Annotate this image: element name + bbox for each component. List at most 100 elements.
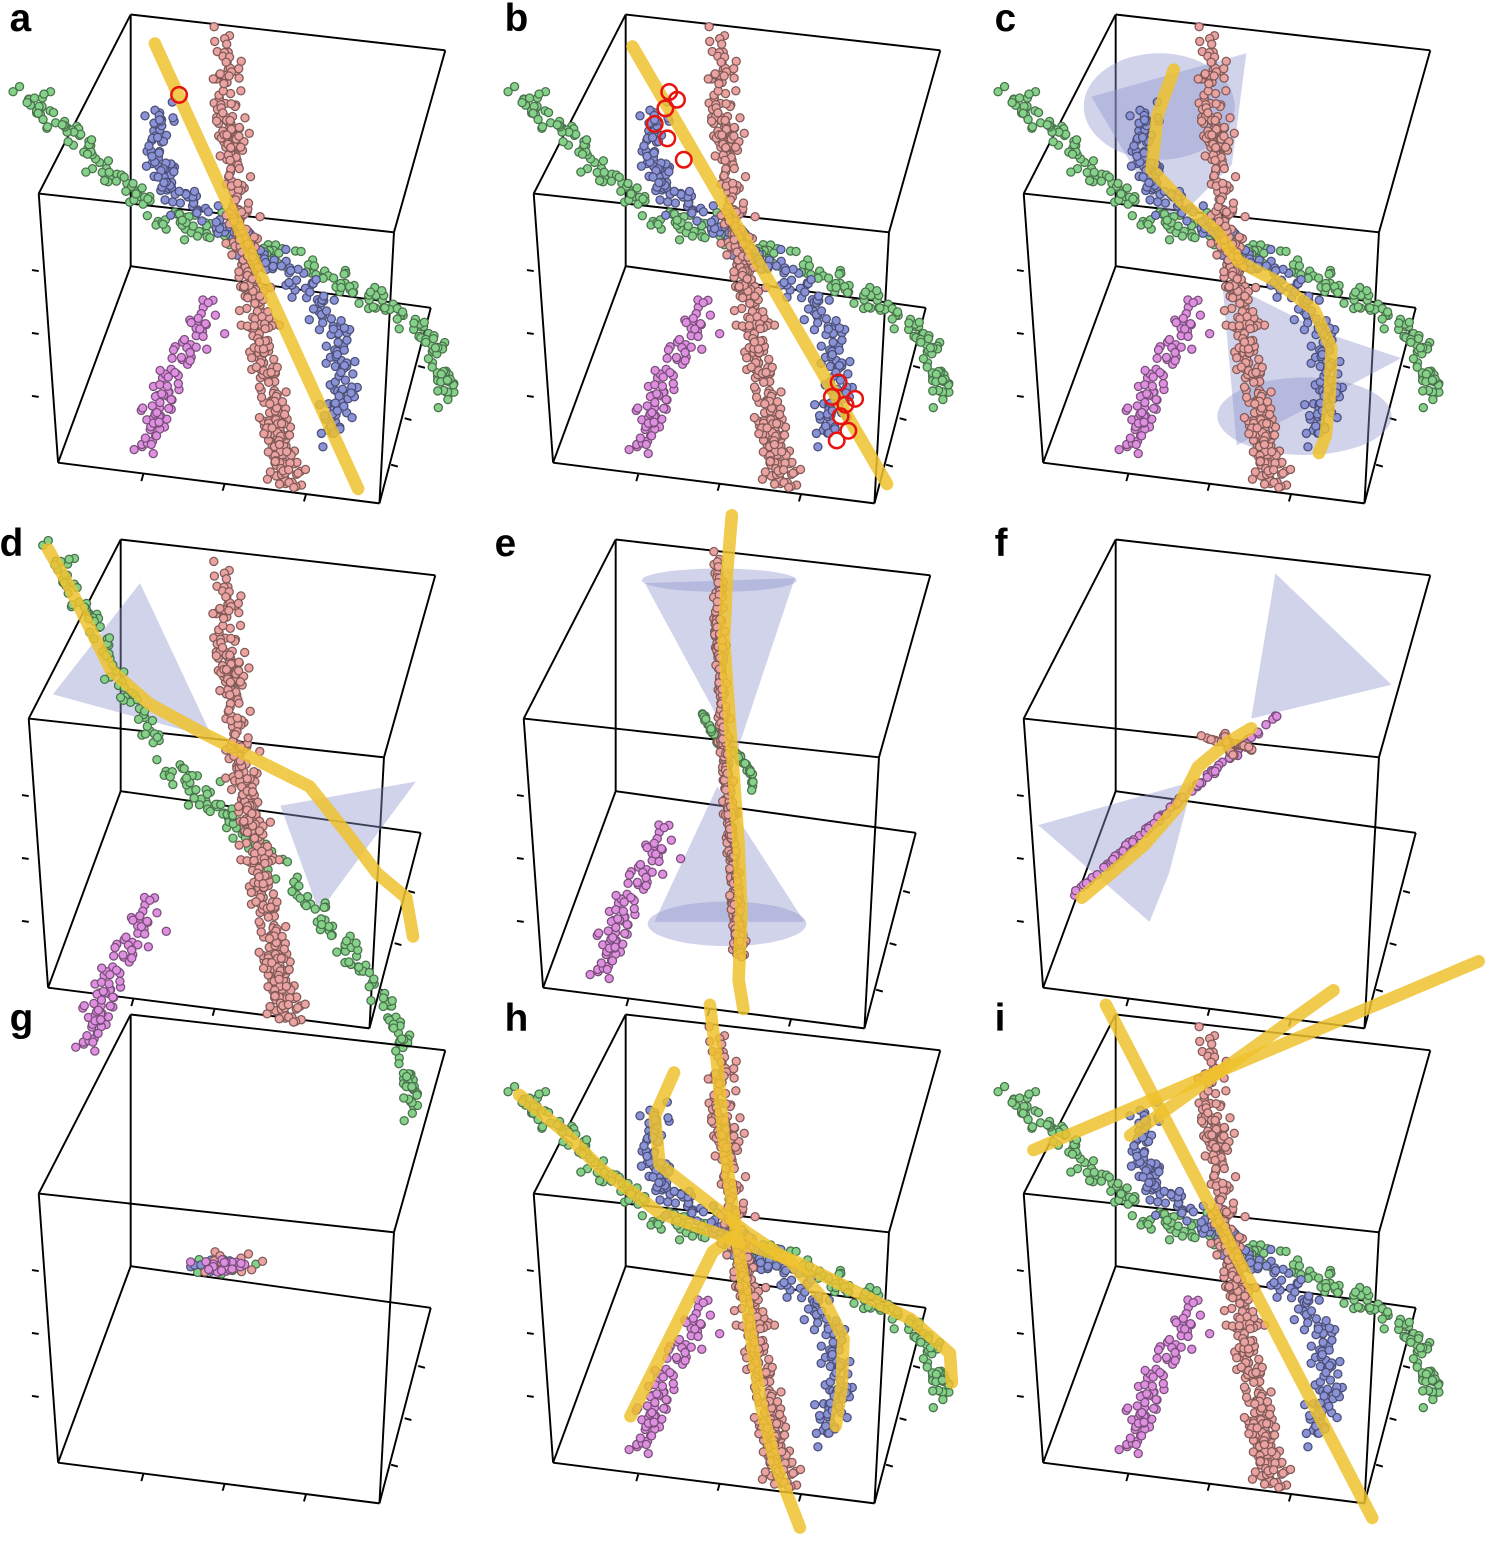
data-point <box>928 1402 939 1413</box>
data-point <box>254 872 264 882</box>
data-point <box>234 840 244 850</box>
data-point <box>247 787 258 797</box>
data-point <box>281 387 291 397</box>
data-point <box>272 897 282 907</box>
axis-tick <box>31 1332 39 1335</box>
axis-box-edge <box>37 14 132 195</box>
data-point <box>254 412 265 423</box>
data-point <box>834 269 844 279</box>
axis-tick <box>417 364 426 369</box>
axis-tick <box>31 1394 39 1398</box>
data-point <box>637 1210 648 1221</box>
data-point <box>270 991 280 1001</box>
axis-box-edge <box>1022 718 1045 988</box>
data-point <box>1204 328 1215 339</box>
data-point <box>88 1037 98 1047</box>
data-point <box>99 674 110 684</box>
data-point <box>224 71 234 81</box>
data-point <box>1188 297 1198 308</box>
data-point <box>427 362 437 372</box>
panel-d: d <box>0 522 437 1126</box>
data-point <box>1196 116 1207 126</box>
data-point <box>265 467 276 477</box>
data-point <box>289 482 299 493</box>
data-point <box>604 973 614 984</box>
data-point <box>1262 397 1273 407</box>
data-point <box>1164 334 1175 345</box>
axis-box-edge <box>1115 13 1431 52</box>
data-point <box>208 608 218 619</box>
axis-tick <box>635 1474 640 1482</box>
data-point <box>626 892 636 903</box>
axis-tick <box>1125 474 1130 482</box>
data-point <box>598 156 609 166</box>
data-point <box>1428 394 1438 405</box>
data-point <box>1149 403 1159 414</box>
data-point <box>221 664 232 675</box>
violet-cluster <box>624 295 725 459</box>
data-point <box>1195 36 1205 47</box>
data-point <box>339 401 349 411</box>
data-point <box>105 1001 116 1011</box>
data-point <box>192 231 203 241</box>
data-point <box>344 957 354 967</box>
data-point <box>558 137 568 147</box>
data-point <box>1114 444 1124 455</box>
data-point <box>1304 410 1315 421</box>
data-point <box>1113 178 1123 189</box>
data-point <box>316 428 327 439</box>
panel-label: e <box>495 522 517 565</box>
data-point <box>348 369 358 379</box>
data-point <box>831 282 841 293</box>
data-point <box>688 313 698 323</box>
data-point <box>1158 379 1169 389</box>
data-point <box>103 156 114 166</box>
data-point <box>276 418 287 429</box>
data-point <box>268 261 278 271</box>
data-point <box>928 386 938 396</box>
data-point <box>904 318 914 328</box>
axis-tick <box>1016 332 1024 335</box>
data-point <box>887 314 897 324</box>
data-point <box>365 287 376 297</box>
data-point <box>534 89 544 99</box>
data-point <box>274 479 285 489</box>
data-point <box>937 375 948 385</box>
data-point <box>226 633 236 644</box>
data-point <box>170 367 180 378</box>
axis-tick <box>1288 494 1292 502</box>
axis-box-edge <box>532 1014 627 1195</box>
data-point <box>311 274 321 285</box>
data-point <box>63 137 73 147</box>
data-point <box>152 755 162 765</box>
data-point <box>624 870 635 880</box>
axis-tick <box>394 942 402 947</box>
data-point <box>316 919 327 930</box>
data-point <box>729 267 739 277</box>
data-point <box>119 172 129 182</box>
data-point <box>276 261 287 271</box>
data-point <box>104 979 114 989</box>
data-point <box>1350 287 1361 297</box>
data-point <box>1382 307 1393 317</box>
data-point <box>1301 428 1312 439</box>
axis-box-edge <box>888 50 942 233</box>
data-point <box>1126 161 1137 171</box>
data-point <box>336 367 346 378</box>
data-point <box>662 353 672 364</box>
data-point <box>258 963 269 974</box>
data-point <box>243 293 253 303</box>
data-point <box>1261 418 1272 429</box>
data-point <box>236 1258 246 1268</box>
data-point <box>779 277 789 288</box>
data-point <box>121 932 131 942</box>
data-point <box>690 324 700 334</box>
data-point <box>1209 71 1219 81</box>
data-point <box>834 345 844 355</box>
data-point <box>1193 74 1203 84</box>
data-point <box>354 298 364 308</box>
data-point <box>863 302 873 312</box>
data-point <box>642 401 652 411</box>
trajectory <box>148 37 365 496</box>
data-point <box>1177 231 1188 241</box>
